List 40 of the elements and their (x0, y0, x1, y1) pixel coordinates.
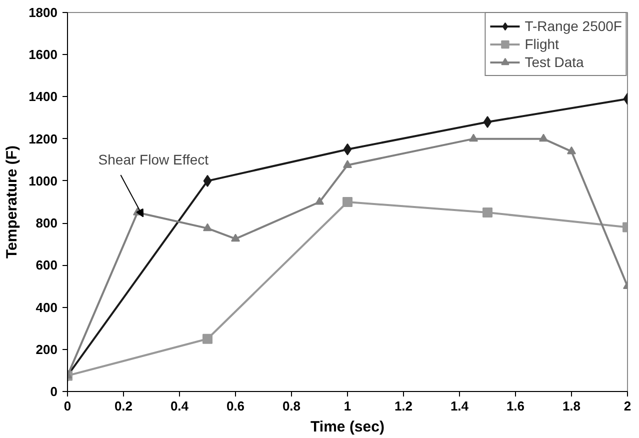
y-tick-label: 1000 (28, 173, 58, 188)
x-tick-label: 0 (64, 398, 72, 414)
y-tick-label: 0 (50, 384, 58, 399)
legend-label: T-Range 2500F (524, 17, 622, 35)
y-tick-label: 600 (36, 258, 58, 273)
point (315, 196, 324, 205)
point (203, 174, 212, 187)
point (343, 160, 352, 168)
point (203, 223, 212, 232)
x-tick-label: 1 (344, 398, 352, 414)
annotation: Shear Flow Effect (98, 151, 209, 168)
y-tick-label: 1600 (28, 47, 58, 62)
x-tick-label: 0.8 (282, 398, 301, 414)
point (469, 134, 478, 142)
x-tick-label: 2 (624, 398, 632, 414)
legend-label: Flight (524, 35, 559, 53)
y-axis-title: Temperature (F) (4, 145, 21, 259)
point (482, 208, 492, 218)
y-tick-label: 400 (36, 300, 58, 315)
point (342, 197, 352, 207)
point (343, 143, 352, 156)
x-axis-title: Time (sec) (310, 418, 384, 436)
x-tick-label: 1.4 (450, 398, 470, 414)
x-tick-label: 0.2 (114, 398, 133, 414)
x-tick-label: 0.4 (170, 398, 190, 414)
x-tick-label: 1.2 (394, 398, 413, 414)
y-tick-label: 200 (36, 342, 58, 357)
point (539, 134, 548, 142)
point (231, 234, 240, 242)
point (567, 146, 576, 154)
x-tick-label: 0.6 (226, 398, 245, 414)
x-tick-label: 1.8 (562, 398, 581, 414)
legend-label: Test Data (524, 53, 584, 71)
point (483, 116, 492, 128)
y-tick-label: 1400 (28, 89, 58, 104)
x-tick-label: 1.6 (506, 398, 525, 414)
y-tick-label: 1200 (28, 131, 58, 146)
y-tick-label: 1800 (28, 5, 58, 20)
point (202, 334, 212, 344)
y-tick-label: 800 (36, 216, 58, 231)
